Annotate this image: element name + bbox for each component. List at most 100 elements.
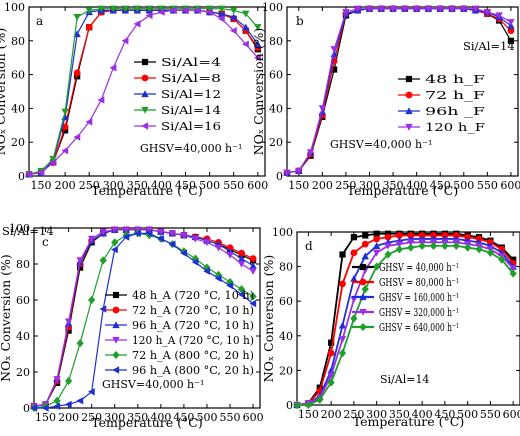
panel-c: 150 200 250 300 350 400 450 500 550 600 0 20 40 60 80 1… xyxy=(0,222,264,430)
data-point xyxy=(180,232,188,239)
y-tick-label: 20 xyxy=(269,136,283,149)
data-point xyxy=(85,7,93,15)
x-tick-label: 600 xyxy=(500,179,520,192)
data-point xyxy=(203,263,211,272)
data-point xyxy=(73,69,81,77)
x-tick-label: 350 xyxy=(127,179,148,192)
data-point xyxy=(373,262,381,271)
data-point xyxy=(229,13,238,21)
x-tick-label: 200 xyxy=(312,179,333,192)
data-point xyxy=(441,241,449,250)
data-point xyxy=(111,226,119,234)
data-point xyxy=(217,15,225,23)
data-point xyxy=(168,230,177,238)
legend-marker xyxy=(112,306,120,314)
legend-label: 48 h_F xyxy=(425,73,486,86)
data-point xyxy=(249,255,257,262)
x-tick-label: 600 xyxy=(247,179,268,192)
data-point xyxy=(65,327,72,334)
legend-label: 48 h_A (720 °C, 10 h) xyxy=(132,289,254,302)
legend-marker xyxy=(112,366,120,374)
data-point xyxy=(242,40,249,48)
legend-marker xyxy=(112,291,120,299)
legend-title: Si/Al=14 xyxy=(463,39,515,53)
y-tick-label: 20 xyxy=(279,364,293,377)
data-point xyxy=(61,146,69,155)
data-point xyxy=(249,292,257,301)
data-point xyxy=(350,275,358,282)
data-point xyxy=(510,256,517,263)
legend: 48 h_A (720 °C, 10 h) 72 h_A (720 °C, 10 … xyxy=(105,289,254,377)
data-point xyxy=(361,284,369,294)
data-point xyxy=(133,5,142,13)
data-point xyxy=(342,8,350,16)
series-line xyxy=(28,9,259,175)
data-point xyxy=(226,251,234,259)
data-point xyxy=(254,24,262,31)
data-point xyxy=(306,149,315,157)
y-tick-label: 40 xyxy=(11,102,25,115)
data-point xyxy=(122,233,130,241)
data-point xyxy=(76,397,84,405)
data-point xyxy=(122,226,130,234)
x-tick-label: 350 xyxy=(127,411,148,424)
legend-marker xyxy=(359,322,367,332)
y-tick-label: 0 xyxy=(286,399,293,412)
y-tick-label: 60 xyxy=(11,69,25,82)
legend-marker xyxy=(359,308,367,316)
legend-marker xyxy=(112,321,120,329)
x-tick-label: 300 xyxy=(359,179,380,192)
data-point xyxy=(372,242,381,249)
data-point xyxy=(327,378,335,387)
data-point xyxy=(203,267,211,275)
data-point xyxy=(41,404,49,412)
x-tick-label: 450 xyxy=(173,411,194,424)
data-point xyxy=(350,234,357,241)
legend-marker xyxy=(359,278,367,286)
x-tick-label: 300 xyxy=(366,408,387,421)
x-tick-label: 500 xyxy=(457,408,478,421)
legend-marker xyxy=(141,74,149,82)
legend: Si/Al=4 Si/Al=8 Si/Al=12 Si/Al=14 Si/Al=16 xyxy=(134,56,221,133)
legend-marker xyxy=(112,350,120,360)
y-tick-label: 100 xyxy=(272,226,293,239)
data-point xyxy=(283,169,291,177)
data-point xyxy=(338,349,347,358)
series-4 xyxy=(25,6,261,179)
data-point xyxy=(49,156,57,163)
y-tick-label: 80 xyxy=(269,35,283,48)
data-point xyxy=(475,245,483,254)
legend-label: GHSV = 320,000 h⁻¹ xyxy=(379,306,459,319)
data-point xyxy=(372,249,381,257)
x-tick-label: 200 xyxy=(55,179,76,192)
legend-marker xyxy=(405,91,413,99)
legend-marker xyxy=(405,123,413,131)
legend-label: 96h _F xyxy=(425,105,486,118)
data-point xyxy=(229,26,237,35)
panel-label: d xyxy=(305,239,313,253)
x-tick-label: 150 xyxy=(298,408,319,421)
data-point xyxy=(111,238,119,247)
y-tick-label: 40 xyxy=(279,330,293,343)
data-point xyxy=(507,19,515,26)
legend-label: Si/Al=4 xyxy=(161,56,221,69)
series-4 xyxy=(293,241,517,410)
legend-marker xyxy=(112,336,120,344)
data-point xyxy=(507,27,515,35)
data-point xyxy=(37,168,45,177)
data-point xyxy=(254,54,261,62)
data-point xyxy=(507,37,515,44)
data-point xyxy=(377,5,385,13)
data-point xyxy=(338,336,347,343)
data-point xyxy=(327,349,335,357)
y-axis-title: NOₓ Conversion (%) xyxy=(0,254,13,382)
x-axis-title: Temperature (°C) xyxy=(91,183,202,198)
data-point xyxy=(448,5,456,13)
data-point xyxy=(64,376,73,386)
data-point xyxy=(242,23,250,31)
data-point xyxy=(362,232,369,239)
series-5 xyxy=(30,229,257,412)
data-point xyxy=(73,14,81,21)
legend-marker xyxy=(359,293,367,301)
data-point xyxy=(249,262,257,269)
